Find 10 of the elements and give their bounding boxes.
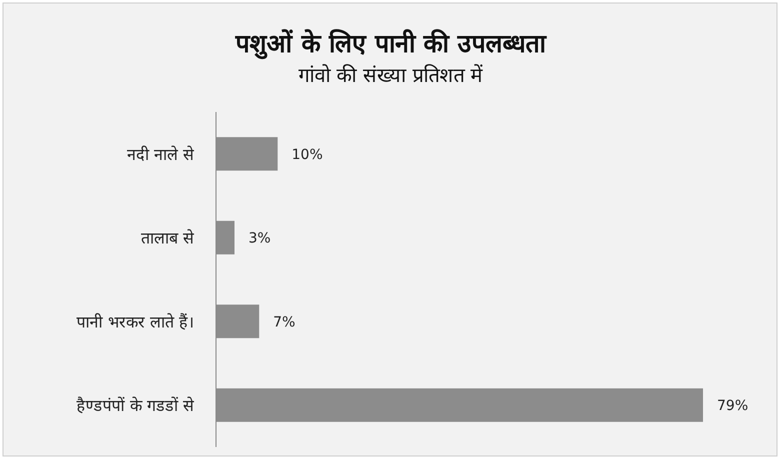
data-label: 7% — [273, 314, 296, 330]
chart-title: पशुओं के लिए पानी की उपलब्धता — [234, 29, 548, 60]
y-tick-label: पानी भरकर लाते हैं। — [76, 312, 194, 332]
data-label: 3% — [248, 230, 271, 247]
data-label: 79% — [717, 398, 748, 414]
chart-subtitle: गांवो की संख्या प्रतिशत में — [298, 63, 484, 87]
y-tick-label: नदी नाले से — [126, 144, 195, 164]
y-tick-label: हैण्डपंपों के गडडों से — [76, 396, 195, 416]
data-label: 10% — [292, 146, 323, 163]
y-tick-label: तालाब से — [140, 228, 195, 248]
